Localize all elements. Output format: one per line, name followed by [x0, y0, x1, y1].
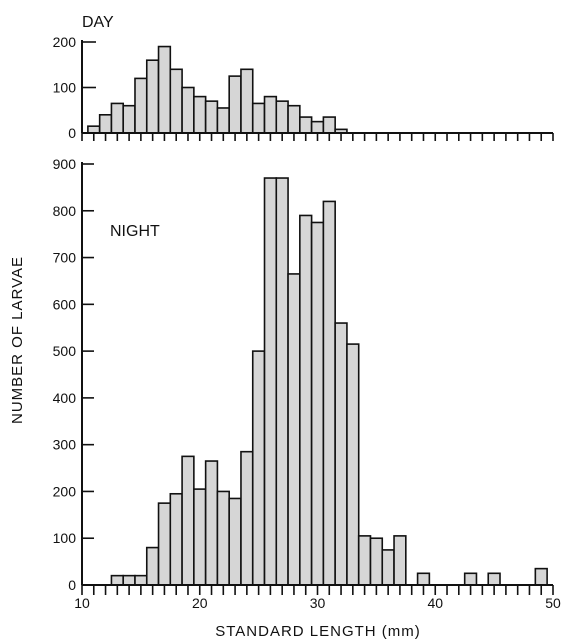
y-tick-label: 600: [53, 296, 77, 312]
histogram-bar-night: [487, 572, 501, 586]
histogram-bar-night: [122, 574, 136, 586]
histogram-bar-night: [357, 535, 372, 586]
histogram-bar-night: [157, 502, 172, 586]
night-panel: NIGHT 0 100 200 300 400 500 600 700 800 900 10 20 30…: [53, 156, 561, 611]
histogram-bar-night: [145, 546, 160, 586]
histogram-bar-night: [169, 492, 183, 586]
histogram-bar-night: [381, 549, 395, 586]
y-tick-label: 700: [53, 250, 77, 266]
histogram-bar-night: [275, 177, 289, 586]
histogram-bar-night: [463, 572, 478, 586]
y-tick-label: 0: [68, 577, 76, 593]
histogram-bar-day: [169, 68, 183, 134]
x-tick-label: 20: [192, 595, 208, 611]
histogram-bar-night: [287, 273, 301, 586]
histogram-bar-day: [216, 107, 230, 134]
histogram-bar-day: [110, 102, 125, 134]
histogram-bar-night: [299, 214, 313, 586]
histogram-bar-night: [216, 490, 230, 586]
histogram-bar-day: [287, 104, 301, 134]
day-panel: DAY 0 100 200: [53, 14, 554, 141]
histogram-bar-day: [275, 100, 289, 134]
histogram-bar-day: [228, 75, 242, 134]
histogram-bar-day: [134, 77, 148, 134]
x-tick-label: 10: [74, 595, 90, 611]
day-panel-title: DAY: [82, 14, 114, 31]
histogram-bar-night: [228, 497, 242, 586]
histogram-bar-day: [98, 114, 113, 134]
histogram-bar-day: [181, 86, 195, 134]
histogram-bar-day: [240, 68, 254, 134]
histogram-bar-day: [310, 120, 325, 134]
histogram-bar-night: [416, 572, 431, 586]
histogram-bar-night: [334, 322, 348, 586]
histogram-bar-night: [263, 177, 278, 586]
histogram-bar-day: [145, 59, 160, 134]
y-tick-label: 0: [68, 125, 76, 141]
x-tick-label: 50: [545, 595, 561, 611]
histogram-bar-day: [87, 125, 101, 134]
histogram-bar-night: [193, 488, 207, 586]
histogram-bar-day: [322, 116, 336, 134]
night-panel-title: NIGHT: [110, 223, 160, 240]
histogram-bar-night: [369, 537, 384, 586]
histogram-bar-day: [299, 116, 313, 134]
histogram-bar-night: [393, 535, 407, 586]
histogram-bar-day: [157, 45, 172, 134]
y-tick-label: 900: [53, 156, 77, 172]
histogram-bar-day: [263, 95, 278, 134]
histogram-bar-day: [251, 102, 266, 134]
y-tick-label: 500: [53, 343, 77, 359]
histogram-bar-night: [534, 567, 548, 586]
histogram-bar-night: [310, 221, 325, 586]
histogram-bar-night: [110, 574, 125, 586]
histogram-bar-day: [122, 104, 136, 134]
x-axis-label: STANDARD LENGTH (mm): [215, 623, 421, 640]
x-tick-label: 30: [310, 595, 326, 611]
histogram-bar-night: [346, 343, 360, 586]
y-tick-label: 800: [53, 203, 77, 219]
y-tick-label: 400: [53, 390, 77, 406]
y-tick-label: 200: [53, 483, 77, 499]
y-tick-label: 100: [53, 80, 77, 96]
histogram-bar-night: [322, 200, 336, 586]
histogram-bar-night: [181, 455, 195, 586]
x-tick-label: 40: [427, 595, 443, 611]
histogram-bar-night: [240, 450, 254, 586]
histogram-bar-night: [204, 460, 219, 586]
histogram-bar-night: [251, 350, 266, 586]
y-tick-label: 200: [53, 34, 77, 50]
histogram-bar-day: [193, 95, 207, 134]
histogram-bar-night: [134, 574, 148, 586]
y-tick-label: 100: [53, 530, 77, 546]
y-tick-label: 300: [53, 437, 77, 453]
y-axis-label: NUMBER OF LARVAE: [9, 256, 26, 424]
histogram-bar-day: [204, 100, 219, 134]
